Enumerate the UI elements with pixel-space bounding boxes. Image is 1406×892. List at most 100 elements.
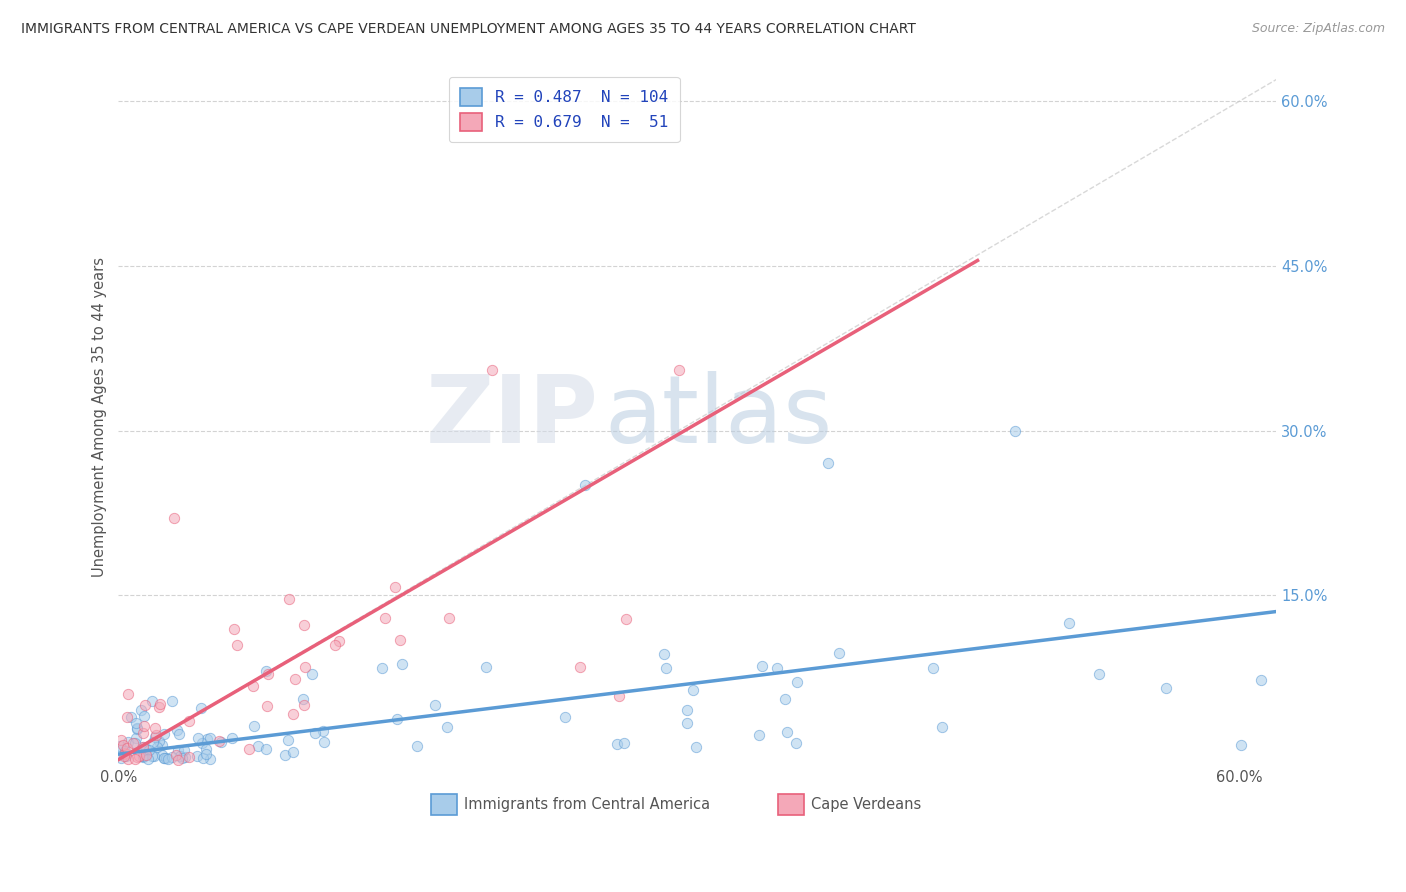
- Point: [325, 638, 347, 652]
- Text: atlas: atlas: [605, 371, 832, 463]
- Point: [292, 698, 315, 712]
- Point: [112, 739, 135, 753]
- Point: [200, 751, 222, 765]
- Point: [165, 747, 187, 762]
- Point: [132, 739, 155, 754]
- Point: [132, 740, 155, 755]
- Point: [191, 751, 214, 765]
- Point: [190, 701, 212, 715]
- Point: [292, 618, 315, 632]
- Point: [786, 675, 808, 690]
- Point: [328, 634, 350, 648]
- Point: [117, 687, 139, 701]
- Point: [174, 750, 197, 764]
- Point: [173, 742, 195, 756]
- Point: [124, 736, 146, 750]
- Point: [120, 709, 142, 723]
- Point: [150, 738, 173, 752]
- Point: [921, 661, 943, 675]
- Point: [117, 752, 139, 766]
- Point: [156, 751, 179, 765]
- Point: [685, 739, 707, 754]
- Point: [135, 747, 157, 762]
- Point: [388, 633, 411, 648]
- Point: [132, 726, 155, 740]
- Point: [574, 478, 596, 492]
- Point: [153, 727, 176, 741]
- Point: [142, 749, 165, 764]
- Point: [169, 727, 191, 741]
- Text: Immigrants from Central America: Immigrants from Central America: [464, 797, 710, 813]
- Point: [160, 694, 183, 708]
- Point: [294, 659, 316, 673]
- Point: [134, 698, 156, 712]
- Point: [169, 749, 191, 764]
- Point: [155, 751, 177, 765]
- Text: Source: ZipAtlas.com: Source: ZipAtlas.com: [1251, 22, 1385, 36]
- Point: [406, 739, 429, 754]
- Point: [242, 680, 264, 694]
- Point: [254, 665, 277, 679]
- Point: [148, 699, 170, 714]
- Point: [247, 739, 270, 754]
- Point: [391, 657, 413, 671]
- Point: [423, 698, 446, 712]
- Point: [110, 751, 132, 765]
- Point: [110, 739, 132, 754]
- Point: [1250, 673, 1272, 688]
- Point: [1059, 616, 1081, 631]
- Point: [129, 703, 152, 717]
- Point: [150, 747, 173, 762]
- Point: [122, 736, 145, 750]
- Point: [1154, 681, 1177, 695]
- Point: [148, 733, 170, 747]
- Point: [114, 747, 136, 761]
- Point: [1087, 667, 1109, 681]
- Point: [281, 707, 304, 722]
- Point: [127, 723, 149, 737]
- Point: [785, 736, 807, 750]
- Point: [141, 748, 163, 763]
- Point: [314, 735, 336, 749]
- Point: [111, 742, 134, 756]
- Point: [817, 457, 839, 471]
- Point: [186, 749, 208, 764]
- Point: [652, 647, 675, 661]
- Point: [208, 734, 231, 748]
- Point: [153, 751, 176, 765]
- Point: [475, 660, 498, 674]
- Text: Cape Verdeans: Cape Verdeans: [811, 797, 921, 813]
- Point: [828, 646, 851, 660]
- Point: [145, 728, 167, 742]
- Point: [194, 747, 217, 762]
- Point: [277, 733, 299, 747]
- Point: [606, 737, 628, 751]
- FancyBboxPatch shape: [432, 795, 457, 815]
- Point: [132, 749, 155, 764]
- Point: [748, 727, 770, 741]
- Point: [115, 710, 138, 724]
- Point: [439, 611, 461, 625]
- Point: [134, 709, 156, 723]
- Point: [134, 747, 156, 762]
- Point: [124, 715, 146, 730]
- Point: [668, 363, 690, 377]
- Point: [117, 735, 139, 749]
- Point: [135, 742, 157, 756]
- Point: [371, 661, 394, 675]
- Point: [385, 712, 408, 726]
- Point: [132, 750, 155, 764]
- Point: [773, 692, 796, 706]
- Point: [554, 710, 576, 724]
- Point: [209, 735, 232, 749]
- Point: [569, 660, 592, 674]
- Point: [125, 731, 148, 746]
- Point: [127, 721, 149, 735]
- Point: [676, 715, 699, 730]
- Point: [225, 638, 247, 652]
- Point: [132, 719, 155, 733]
- Point: [195, 732, 218, 747]
- Point: [607, 689, 630, 703]
- Point: [1004, 424, 1026, 438]
- Text: ZIP: ZIP: [426, 371, 599, 463]
